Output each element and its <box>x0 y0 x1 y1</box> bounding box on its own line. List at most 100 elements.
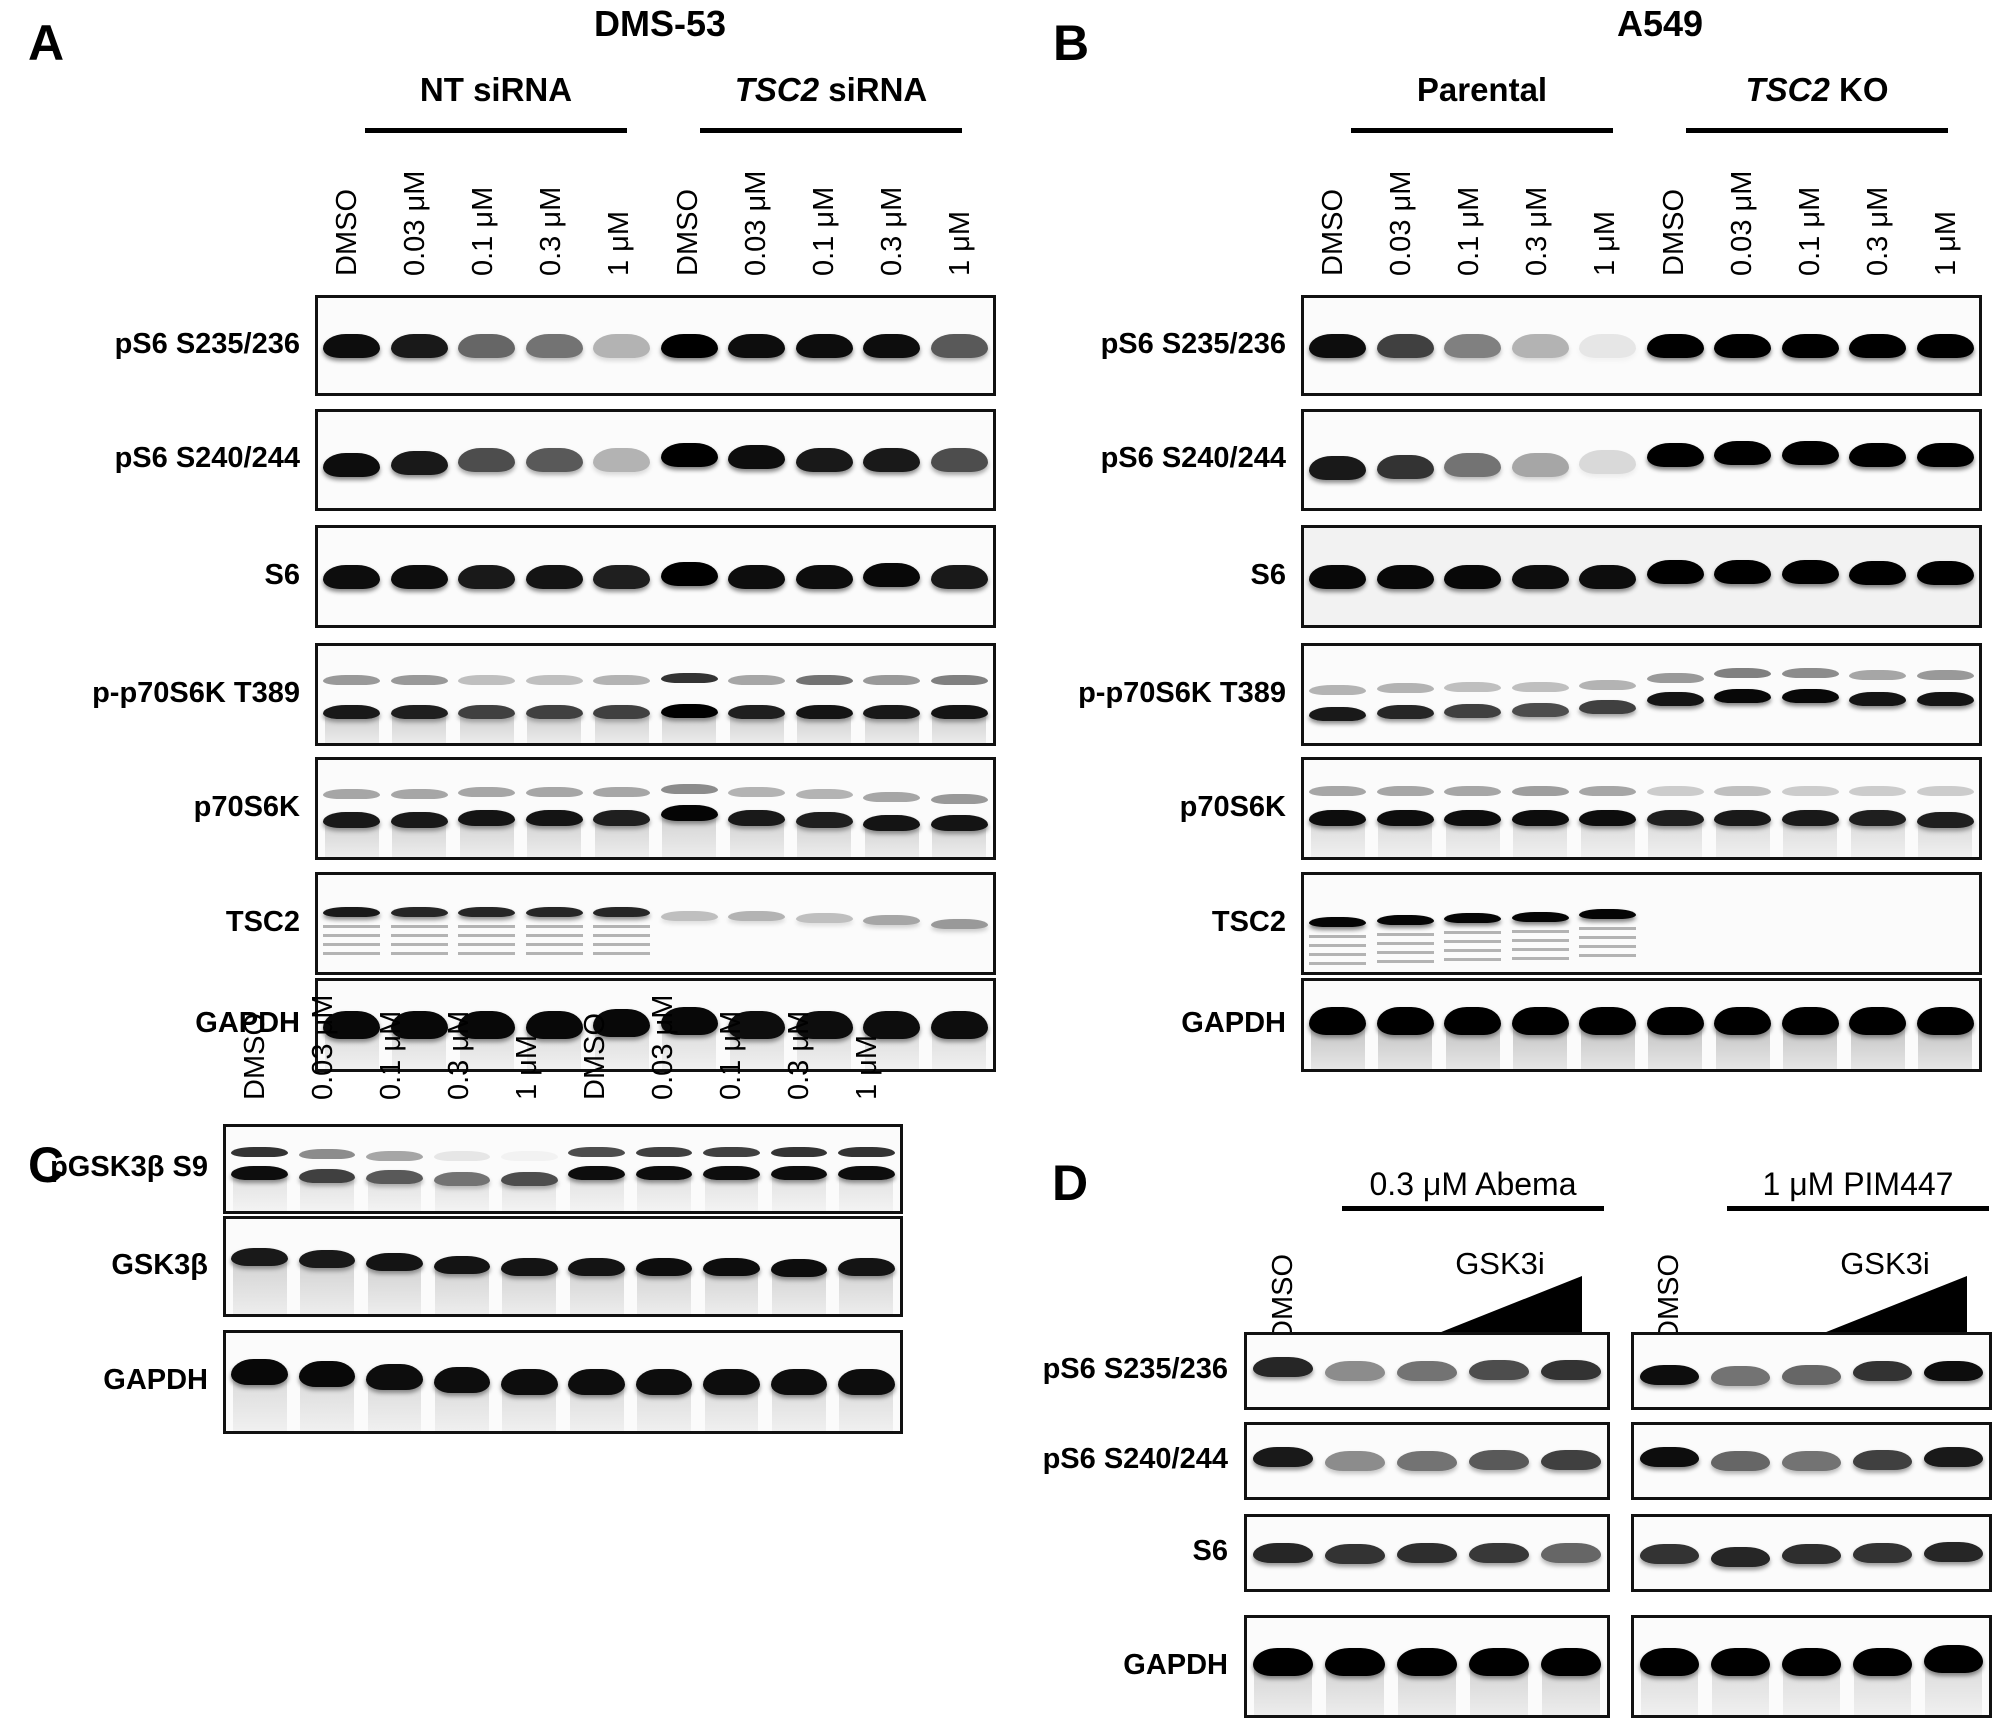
band <box>770 1166 828 1181</box>
lane <box>723 875 791 972</box>
lane <box>318 646 386 743</box>
ladder-band <box>1511 956 1569 960</box>
band <box>770 1369 828 1395</box>
band <box>863 333 921 358</box>
panel-d-group-pim447: 1 μM PIM447 <box>1762 1166 1954 1202</box>
band <box>1849 692 1907 707</box>
band <box>660 1006 718 1035</box>
ladder-band <box>593 951 651 955</box>
band <box>390 333 448 358</box>
lane <box>926 981 994 1069</box>
blot-strip <box>1301 409 1982 511</box>
lane <box>791 981 859 1069</box>
panel-d-gsk3i-right: GSK3i <box>1840 1246 1930 1281</box>
band <box>1646 333 1704 358</box>
band <box>1781 441 1839 466</box>
band <box>1710 1366 1771 1387</box>
ladder-band <box>390 951 448 955</box>
band-upper <box>1916 786 1974 797</box>
lane <box>1372 298 1440 393</box>
band-upper <box>458 787 516 797</box>
lane <box>656 528 724 625</box>
band <box>1511 911 1569 922</box>
panel-d-bracket-abema <box>1342 1206 1604 1211</box>
lane <box>1847 1335 1918 1407</box>
lane <box>1847 1517 1918 1589</box>
row-label: S6 <box>1192 1535 1228 1567</box>
panel-b-letter: B <box>1053 15 1090 71</box>
lane <box>1439 412 1507 508</box>
band <box>1781 1451 1842 1471</box>
blot-strip <box>1301 643 1982 746</box>
band <box>635 1257 693 1276</box>
band <box>1396 1543 1458 1563</box>
lane <box>1642 981 1710 1069</box>
band <box>728 704 786 719</box>
lane <box>1507 412 1575 508</box>
lane <box>1634 1618 1705 1715</box>
lane <box>1372 528 1440 625</box>
lane <box>926 646 994 743</box>
lane <box>386 760 454 857</box>
lane <box>858 528 926 625</box>
lane <box>293 1333 360 1431</box>
band-upper <box>433 1150 491 1161</box>
lane <box>1642 298 1710 393</box>
band <box>1468 1359 1530 1380</box>
lane <box>858 981 926 1069</box>
band <box>458 704 516 719</box>
band <box>390 906 448 917</box>
lane <box>791 412 859 508</box>
band <box>863 815 921 832</box>
band <box>660 443 718 468</box>
lane <box>361 1127 428 1211</box>
band-upper <box>1376 786 1434 797</box>
ladder-band <box>458 951 516 955</box>
band <box>1376 914 1434 925</box>
lane <box>926 528 994 625</box>
lane <box>563 1219 630 1314</box>
lane <box>496 1219 563 1314</box>
row-label: pGSK3β S9 <box>50 1151 208 1183</box>
band <box>795 704 853 719</box>
band <box>298 1168 356 1183</box>
lane <box>521 298 589 393</box>
band-upper <box>703 1147 760 1158</box>
lane <box>1247 1517 1319 1589</box>
lane <box>453 981 521 1069</box>
band <box>458 333 516 358</box>
band <box>1376 704 1434 719</box>
lane <box>791 298 859 393</box>
band <box>1309 564 1367 589</box>
lane <box>1709 981 1777 1069</box>
lane <box>1304 760 1372 857</box>
panel-b-bracket-parental <box>1351 128 1613 133</box>
lane <box>656 412 724 508</box>
band <box>458 1011 516 1039</box>
band <box>930 918 988 929</box>
band <box>500 1369 558 1395</box>
lane <box>630 1127 697 1211</box>
band <box>795 564 853 589</box>
band-upper <box>323 674 381 685</box>
lane <box>723 646 791 743</box>
band <box>593 704 651 719</box>
band-upper <box>863 791 921 802</box>
ladder-band <box>1309 943 1367 947</box>
lane <box>318 760 386 857</box>
band <box>323 906 381 917</box>
lane <box>791 646 859 743</box>
band <box>1781 1006 1839 1035</box>
band <box>525 906 583 917</box>
band <box>863 1011 921 1039</box>
lane <box>630 1219 697 1314</box>
panel-d-gsk3i-left: GSK3i <box>1455 1246 1545 1281</box>
band <box>1579 449 1637 474</box>
band <box>1639 1447 1700 1468</box>
lane <box>1709 298 1777 393</box>
band <box>458 810 516 827</box>
band <box>1540 1359 1602 1380</box>
lane <box>1634 1425 1705 1497</box>
band <box>323 452 381 477</box>
